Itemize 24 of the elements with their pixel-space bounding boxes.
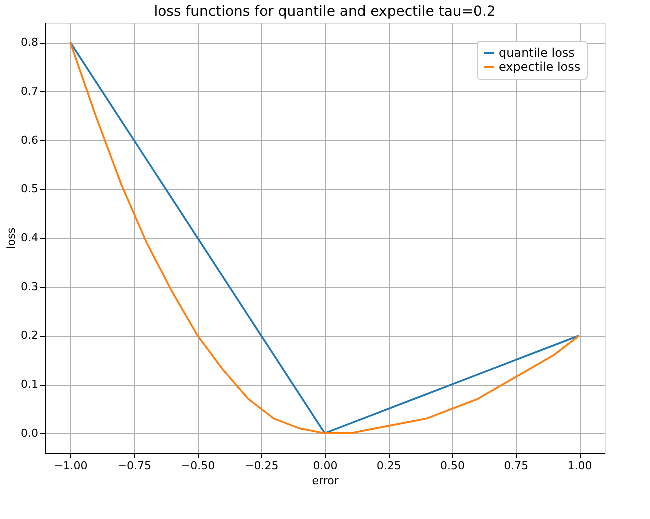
y-tick-label: 0.8 xyxy=(21,36,38,50)
chart-title: loss functions for quantile and expectile tau=0.2 xyxy=(154,4,496,20)
x-tick-label: −0.50 xyxy=(181,460,216,472)
y-tick-label: 0.3 xyxy=(21,280,38,294)
y-tick-label: 0.2 xyxy=(21,329,38,342)
x-tick-label: −1.00 xyxy=(54,460,88,472)
y-tick-label: 0.4 xyxy=(21,232,38,244)
y-tick-label: 0.5 xyxy=(21,182,38,196)
legend-label: quantile loss xyxy=(499,46,575,60)
x-tick-label: −0.25 xyxy=(245,460,279,472)
x-tick-label: −0.75 xyxy=(118,460,152,472)
legend-label: expectile loss xyxy=(499,60,581,74)
line-series xyxy=(70,42,580,434)
y-tick-label: 0.1 xyxy=(21,378,38,392)
y-tick-label: 0.6 xyxy=(21,134,38,147)
x-tick-label: 0.25 xyxy=(376,460,402,472)
x-tick-label: 0.50 xyxy=(440,460,466,472)
y-tick-label: 0.7 xyxy=(21,84,38,98)
y-tick-label: 0.0 xyxy=(21,426,38,440)
x-tick-label: 1.00 xyxy=(568,460,592,472)
x-tick-label: 0.00 xyxy=(313,460,338,472)
x-axis-title: error xyxy=(312,474,340,488)
x-tick-label: 0.75 xyxy=(504,460,529,472)
y-axis-title: loss xyxy=(5,228,18,250)
